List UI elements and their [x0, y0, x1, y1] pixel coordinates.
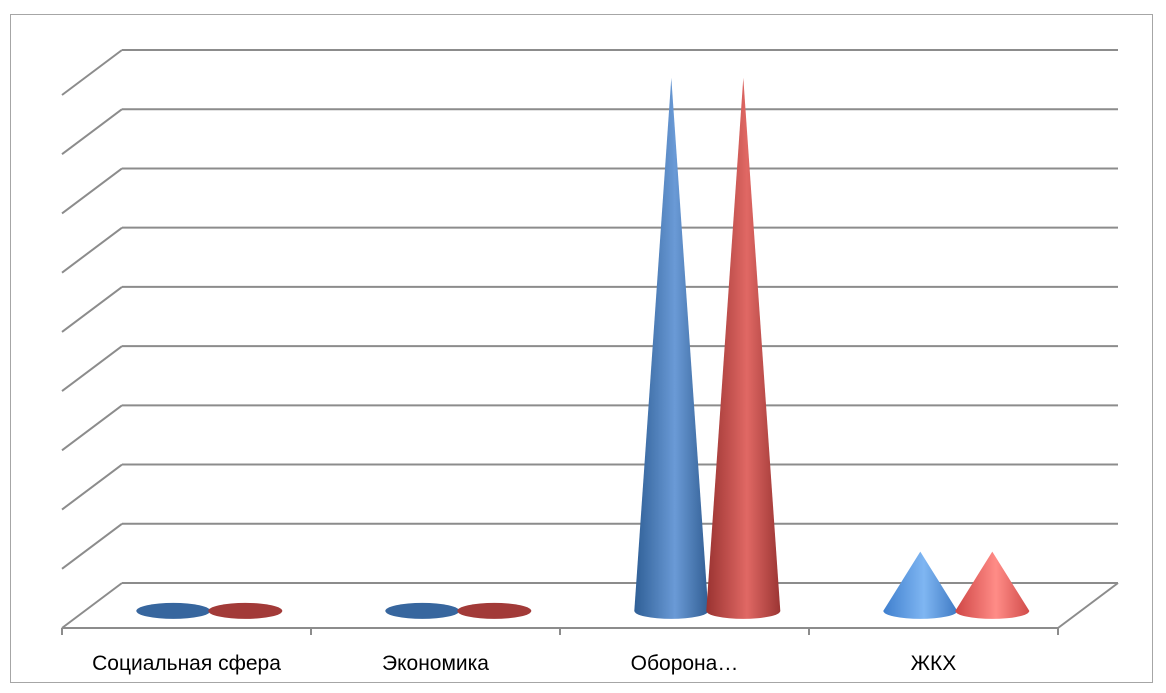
gridline-side [61, 226, 123, 274]
category-label: Экономика [382, 652, 489, 675]
category-labels: Социальная сфера Экономика Оборона… ЖКХ [92, 652, 956, 675]
cone-series2-base [208, 602, 283, 619]
gridline-side [61, 463, 123, 511]
gridline-side [61, 49, 123, 96]
gridline-side [61, 582, 123, 629]
category-label: Социальная сфера [92, 652, 281, 675]
category-axis [61, 627, 1059, 635]
cone-series1 [883, 551, 958, 619]
chart-frame [10, 14, 1153, 683]
gridline-side [61, 522, 123, 570]
cone-series2 [955, 551, 1030, 619]
floor-edge-right [1057, 582, 1119, 629]
cone-series2-base [457, 602, 532, 619]
gridline-side [61, 167, 123, 215]
cone-series2 [706, 77, 781, 619]
gridlines [61, 49, 1119, 629]
gridline-side [61, 345, 123, 392]
cone-series1-base [385, 602, 460, 619]
cones [136, 77, 1030, 619]
category-label: ЖКХ [911, 652, 957, 675]
gridline-side [61, 286, 123, 333]
gridline-side [61, 404, 123, 452]
category-label: Оборона… [631, 652, 739, 675]
gridline-side [61, 108, 123, 156]
cone-series1 [634, 77, 709, 619]
cone-series1-base [136, 602, 211, 619]
